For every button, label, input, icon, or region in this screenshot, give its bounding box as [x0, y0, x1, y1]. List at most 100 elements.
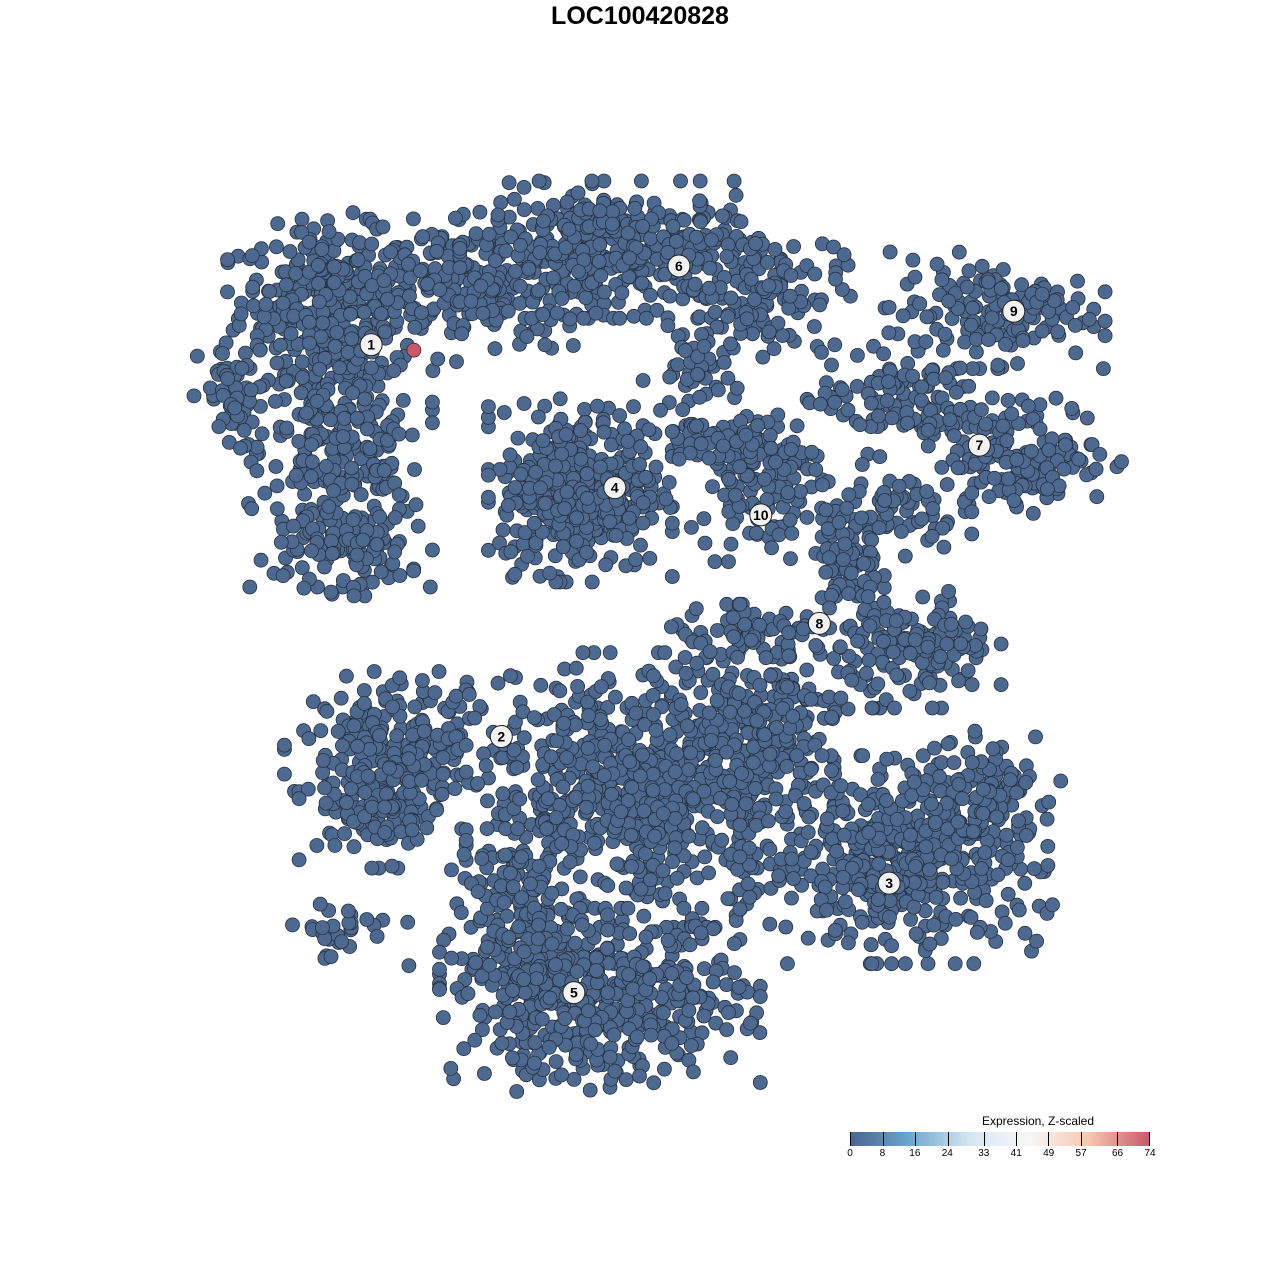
- data-point: [314, 920, 330, 935]
- data-point: [612, 408, 627, 423]
- data-point: [974, 861, 989, 876]
- data-point: [269, 355, 285, 371]
- data-point: [742, 889, 758, 905]
- data-point: [332, 360, 348, 376]
- data-point: [536, 213, 551, 229]
- data-point: [871, 856, 886, 872]
- data-point: [927, 815, 943, 830]
- data-point: [850, 633, 865, 649]
- data-point: [748, 236, 763, 252]
- data-point: [694, 820, 710, 836]
- data-point: [993, 636, 1009, 652]
- data-point: [608, 528, 624, 543]
- data-point: [633, 439, 649, 455]
- data-point: [407, 699, 423, 715]
- data-point: [414, 773, 429, 788]
- data-point: [1001, 471, 1016, 487]
- data-point: [211, 419, 227, 435]
- data-point: [949, 384, 964, 400]
- data-point: [415, 229, 431, 245]
- data-point: [807, 319, 822, 334]
- data-point: [769, 720, 784, 735]
- data-point: [309, 393, 325, 409]
- data-point: [495, 522, 511, 538]
- data-point: [937, 326, 953, 342]
- data-point: [507, 480, 523, 495]
- data-point: [602, 645, 618, 660]
- data-point: [1017, 925, 1033, 941]
- data-point: [186, 388, 202, 404]
- data-point: [380, 291, 395, 307]
- data-point: [432, 961, 447, 977]
- data-point: [531, 409, 546, 425]
- data-point: [362, 741, 378, 757]
- data-point: [509, 760, 525, 776]
- data-point: [272, 337, 288, 353]
- data-point: [681, 762, 696, 778]
- data-point: [315, 315, 331, 331]
- data-point: [350, 738, 366, 754]
- data-point: [344, 331, 360, 347]
- data-point: [548, 1054, 564, 1069]
- data-point: [598, 557, 614, 573]
- data-point: [693, 685, 709, 700]
- data-point: [1040, 839, 1056, 854]
- data-point: [861, 825, 877, 841]
- data-point: [313, 723, 329, 738]
- data-point: [975, 806, 991, 821]
- data-point: [618, 880, 634, 896]
- data-point: [948, 912, 964, 927]
- data-point: [612, 310, 628, 326]
- data-point: [276, 766, 292, 782]
- data-point: [762, 746, 778, 762]
- data-point: [1014, 277, 1029, 293]
- data-point: [294, 370, 310, 385]
- data-point: [864, 700, 880, 716]
- data-point: [638, 469, 654, 485]
- data-point: [920, 956, 936, 972]
- data-point: [278, 373, 294, 389]
- data-point: [220, 284, 235, 300]
- points-layer: [186, 173, 1129, 1099]
- data-point: [696, 961, 712, 976]
- data-point: [461, 687, 477, 702]
- data-point: [392, 670, 408, 686]
- data-point: [447, 210, 463, 226]
- data-point: [786, 871, 801, 886]
- data-point: [990, 867, 1006, 883]
- data-point: [907, 269, 923, 285]
- data-point: [723, 536, 739, 552]
- data-point: [356, 683, 372, 698]
- data-point: [902, 683, 918, 699]
- data-point: [800, 930, 816, 946]
- data-point: [779, 759, 795, 774]
- data-point: [701, 450, 717, 466]
- data-point: [655, 863, 671, 879]
- data-point: [321, 224, 337, 240]
- data-point: [513, 466, 529, 482]
- data-point: [785, 709, 801, 724]
- data-point: [719, 249, 735, 265]
- data-point: [697, 535, 713, 551]
- data-point: [472, 204, 488, 220]
- data-point: [490, 207, 506, 223]
- data-point: [257, 485, 273, 501]
- data-point: [282, 244, 298, 259]
- data-point: [301, 731, 317, 746]
- data-point: [443, 1061, 459, 1076]
- data-point: [978, 416, 994, 432]
- data-point: [419, 820, 435, 836]
- data-point: [664, 619, 679, 635]
- data-point: [660, 932, 676, 948]
- data-point: [520, 548, 535, 564]
- data-point: [784, 526, 800, 541]
- data-point: [926, 917, 942, 933]
- data-point: [818, 502, 834, 518]
- data-point: [782, 288, 798, 304]
- data-point: [719, 1022, 735, 1037]
- data-point: [244, 248, 260, 264]
- data-point: [1041, 794, 1057, 810]
- data-point: [864, 532, 879, 548]
- data-point: [969, 925, 985, 940]
- data-point: [530, 772, 546, 788]
